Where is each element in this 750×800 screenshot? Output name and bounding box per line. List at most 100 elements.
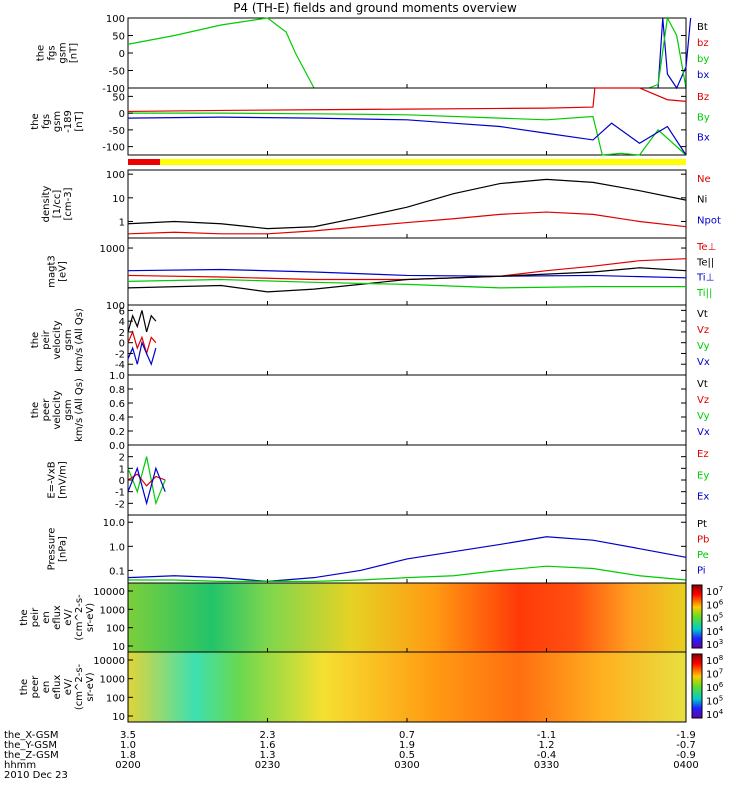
legend-entry: Vy bbox=[697, 411, 710, 422]
y-tick-label: 0.4 bbox=[109, 413, 125, 424]
y-axis-label: [nT] bbox=[74, 111, 85, 131]
xaxis-value: 3.5 bbox=[120, 730, 136, 741]
colorbar-tick-label: 106 bbox=[706, 681, 724, 694]
y-axis-label: the bbox=[30, 113, 41, 129]
y-tick-label: 0 bbox=[119, 109, 125, 120]
y-tick-label: -1 bbox=[115, 488, 125, 499]
legend-entry: Pt bbox=[697, 519, 707, 530]
legend-entry: Te|| bbox=[696, 257, 714, 268]
y-axis-label: (cm^2-s- bbox=[74, 663, 85, 710]
legend-entry: Vy bbox=[697, 341, 710, 352]
xaxis-value: 1.8 bbox=[120, 750, 136, 761]
y-axis-label: fgs bbox=[41, 114, 52, 129]
y-tick-label: -2 bbox=[115, 499, 125, 510]
y-tick-label: 100 bbox=[106, 14, 125, 25]
legend-entry: Pe bbox=[697, 550, 709, 561]
y-axis-label: -189 bbox=[63, 110, 74, 133]
panel-frame bbox=[127, 514, 687, 584]
y-axis-label: eV/ bbox=[63, 678, 74, 695]
y-axis-label: gsm bbox=[58, 42, 69, 63]
panel-frame bbox=[127, 87, 687, 156]
y-axis-label: [mV/m] bbox=[58, 461, 69, 499]
xaxis-value: 0330 bbox=[534, 760, 559, 771]
y-tick-label: 10000 bbox=[93, 656, 125, 667]
xaxis-value: 0300 bbox=[394, 760, 419, 771]
legend-entry: Bt bbox=[697, 22, 708, 33]
legend-entry: Ne bbox=[697, 174, 711, 185]
y-tick-label: 1.0 bbox=[109, 542, 125, 553]
y-tick-label: 10.0 bbox=[103, 518, 125, 529]
series-line bbox=[127, 456, 166, 506]
figure-title: P4 (TH-E) fields and ground moments over… bbox=[233, 1, 517, 15]
colorbar bbox=[691, 653, 703, 719]
series-line bbox=[128, 565, 687, 582]
panel-7 bbox=[127, 444, 687, 516]
y-tick-label: 1 bbox=[119, 217, 125, 228]
y-tick-label: 10000 bbox=[93, 587, 125, 598]
series-line bbox=[127, 116, 687, 156]
panel-4 bbox=[127, 237, 687, 306]
series-line bbox=[127, 17, 315, 89]
series-line bbox=[648, 16, 687, 89]
colorbar bbox=[691, 584, 703, 649]
y-tick-label: 1000 bbox=[100, 244, 125, 255]
xaxis-value: 0230 bbox=[255, 760, 280, 771]
panel-9 bbox=[127, 582, 703, 653]
colorbar-tick-label: 106 bbox=[706, 598, 724, 611]
y-tick-label: 0.2 bbox=[109, 427, 125, 438]
y-axis-label: fgs bbox=[47, 45, 58, 60]
y-axis-label: km/s (All Qs) bbox=[74, 378, 85, 442]
xaxis-value: 0.7 bbox=[399, 730, 415, 741]
xaxis-value: -0.9 bbox=[676, 750, 696, 761]
xaxis-row-label: the_X-GSM bbox=[4, 730, 58, 741]
xaxis-value: 1.0 bbox=[120, 740, 136, 751]
y-axis-label: the bbox=[19, 679, 30, 695]
y-tick-label: 2 bbox=[119, 453, 125, 464]
xaxis-value: -0.4 bbox=[537, 750, 557, 761]
xaxis-value: -1.1 bbox=[537, 730, 557, 741]
series-line bbox=[127, 536, 687, 582]
legend-entry: by bbox=[697, 54, 709, 65]
panel-10 bbox=[127, 651, 703, 723]
legend-entry: Vt bbox=[697, 309, 708, 320]
xaxis-value: -0.7 bbox=[676, 740, 696, 751]
mode-bar-fast bbox=[128, 159, 160, 165]
y-tick-label: 0 bbox=[119, 49, 125, 60]
y-tick-label: 0.6 bbox=[109, 399, 125, 410]
legend-entry: Ni bbox=[697, 195, 707, 206]
xaxis-value: 1.3 bbox=[260, 750, 276, 761]
y-tick-label: 1 bbox=[119, 464, 125, 475]
panel-frame bbox=[127, 304, 687, 376]
colorbar-tick-label: 107 bbox=[706, 585, 723, 598]
y-tick-label: -4 bbox=[115, 360, 125, 371]
y-axis-label: sr-eV) bbox=[85, 603, 96, 632]
panel-frame bbox=[127, 374, 687, 446]
y-axis-label: gsm bbox=[63, 399, 74, 420]
xaxis-value: 1.2 bbox=[539, 740, 555, 751]
xaxis-row-label: hhmm bbox=[4, 760, 36, 771]
panel-2 bbox=[127, 87, 687, 156]
legend-entry: Pi bbox=[697, 566, 706, 577]
y-axis-label: en bbox=[41, 611, 52, 624]
y-axis-label: [eV] bbox=[58, 261, 69, 282]
legend-entry: Vx bbox=[697, 427, 710, 438]
y-axis-label: eV/ bbox=[63, 609, 74, 626]
xaxis-row-label: the_Z-GSM bbox=[4, 750, 59, 761]
y-tick-label: 1000 bbox=[100, 605, 125, 616]
y-axis-label: [nPa] bbox=[58, 536, 69, 562]
colorbar-tick-label: 103 bbox=[706, 638, 723, 651]
y-axis-label: [1/cc] bbox=[52, 190, 63, 219]
y-axis-label: km/s (All Qs) bbox=[74, 308, 85, 372]
y-axis-label: the bbox=[30, 332, 41, 348]
xaxis-value: 0400 bbox=[673, 760, 698, 771]
series-line bbox=[127, 178, 687, 230]
y-tick-label: 0 bbox=[119, 339, 125, 350]
y-axis-label: E=-VxB bbox=[47, 461, 58, 498]
y-axis-label: gsm bbox=[63, 329, 74, 350]
y-tick-label: 0.0 bbox=[109, 441, 125, 452]
legend-entry: Bx bbox=[697, 133, 710, 144]
y-axis-label: sr-eV) bbox=[85, 672, 96, 701]
y-axis-label: velocity bbox=[52, 320, 63, 359]
legend-entry: Pb bbox=[697, 535, 709, 546]
